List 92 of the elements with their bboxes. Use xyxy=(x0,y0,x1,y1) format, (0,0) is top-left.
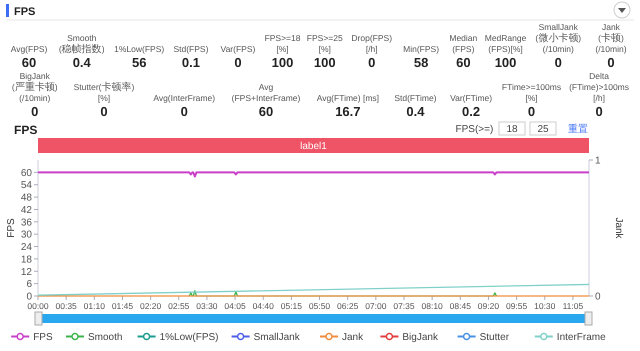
text: 重置 xyxy=(568,123,588,135)
legend-label: SmallJank xyxy=(254,332,301,343)
x-tick-label: 09:55 xyxy=(506,301,528,311)
legend-label: 1%Low(FPS) xyxy=(160,332,219,343)
legend-label: InterFrame xyxy=(556,332,606,343)
x-tick-label: 10:30 xyxy=(534,301,556,311)
category-label: SmallJank(微小卡顿) (/10min) xyxy=(535,22,582,54)
legend-label: Smooth xyxy=(88,332,122,343)
data-label: 16.7 xyxy=(335,104,361,119)
category-label: Median(FPS) xyxy=(449,33,478,54)
category-label: Smooth(稳帧指数) xyxy=(58,33,105,55)
y-tick-label: 0 xyxy=(26,292,32,302)
category-label: Delta(FTime)>100ms [/h] xyxy=(569,71,630,103)
category-label: FPS>=18 [%] xyxy=(264,33,301,54)
text: 18 xyxy=(506,124,518,135)
category-label: Avg(FTime) [ms] xyxy=(316,93,380,103)
category-label: Std(FTime) xyxy=(394,93,437,103)
text: FPS(>=) xyxy=(456,124,494,135)
category-label: MedRange(FPS)[%] xyxy=(484,33,527,54)
category-label: Var(FPS) xyxy=(220,44,256,54)
category-label: Std(FPS) xyxy=(173,44,209,54)
data-label: 0 xyxy=(554,55,562,70)
chart-title: FPS xyxy=(14,123,38,137)
category-label: Var(FTime) xyxy=(450,93,492,103)
y-tick-label: 18 xyxy=(20,254,32,266)
y-tick-label: 6 xyxy=(26,279,32,290)
y-tick-label: 60 xyxy=(20,168,32,179)
y2-tick-label: 1 xyxy=(595,156,601,166)
x-tick-label: 01:10 xyxy=(84,301,106,311)
x-tick-label: 03:30 xyxy=(196,301,218,311)
x-tick-label: 02:55 xyxy=(168,301,190,311)
y-tick-label: 48 xyxy=(20,192,32,204)
x-tick-label: 05:50 xyxy=(308,301,330,311)
legend-label: FPS xyxy=(33,332,53,343)
text: 25 xyxy=(537,124,549,135)
data-label: 100 xyxy=(272,55,294,70)
x-tick-label: 00:00 xyxy=(27,301,49,311)
data-label: 0 xyxy=(595,104,603,119)
data-label: 100 xyxy=(494,55,516,70)
data-label: 0.4 xyxy=(72,55,92,70)
x-tick-label: 08:10 xyxy=(422,301,444,311)
data-label: 58 xyxy=(414,55,428,70)
legend-label: BigJank xyxy=(402,332,439,343)
category-label: Avg(InterFrame) xyxy=(153,93,216,103)
data-label: 0 xyxy=(368,55,376,70)
category-label: Min(FPS) xyxy=(403,44,440,54)
text: FPS xyxy=(14,6,36,18)
legend-label: Jank xyxy=(342,332,364,343)
category-label: 1%Low(FPS) xyxy=(114,44,164,54)
y-tick-label: 24 xyxy=(20,242,32,254)
label-strip: label1 xyxy=(38,138,589,153)
y-tick-label: 36 xyxy=(20,217,32,228)
x-tick-label: 06:25 xyxy=(337,301,359,311)
x-tick-label: 07:00 xyxy=(365,301,387,311)
data-label: 0 xyxy=(607,55,615,70)
data-label: 56 xyxy=(132,55,146,70)
data-label: 100 xyxy=(314,55,336,70)
y-tick-label: 12 xyxy=(20,266,32,278)
data-label: 0 xyxy=(234,55,242,70)
x-tick-label: 00:35 xyxy=(56,301,78,311)
x-tick-label: 05:15 xyxy=(280,301,302,311)
x-tick-label: 04:05 xyxy=(224,301,246,311)
x-tick-label: 04:40 xyxy=(252,301,274,311)
category-label: Drop(FPS) [/h] xyxy=(351,33,392,54)
data-label: 0.4 xyxy=(406,104,426,119)
category-label: Jank(卡顿) (/10min) xyxy=(595,22,627,54)
category-label: Avg(FPS+InterFrame) xyxy=(232,82,301,103)
category-label: BigJank(严重卡顿) (/10min) xyxy=(12,71,58,103)
y-tick-label: 42 xyxy=(20,204,32,216)
data-label: 0 xyxy=(528,104,536,119)
category-label: Avg(FPS) xyxy=(10,44,48,54)
y-tick-label: 30 xyxy=(20,230,32,241)
y-tick-label: 54 xyxy=(20,180,32,192)
legend-label: Stutter xyxy=(480,332,510,343)
y-axis-title: FPS xyxy=(6,218,17,238)
data-label: 0 xyxy=(180,104,188,119)
y2-axis-title: Jank xyxy=(613,217,624,240)
x-tick-label: 02:20 xyxy=(140,301,162,311)
x-tick-label: 01:45 xyxy=(112,301,134,311)
data-label: 60 xyxy=(258,104,274,119)
x-tick-label: 08:45 xyxy=(450,301,472,311)
data-label: 0.1 xyxy=(182,55,200,70)
y2-tick-label: 0 xyxy=(595,292,601,302)
data-label: 60 xyxy=(456,55,471,70)
x-tick-label: 09:20 xyxy=(478,301,500,311)
data-label: 0.2 xyxy=(462,104,480,119)
category-label: FTime>=100ms [%] xyxy=(502,82,562,103)
category-label: FPS>=25 [%] xyxy=(306,33,343,54)
data-label: 0 xyxy=(100,104,108,119)
x-tick-label: 07:35 xyxy=(393,301,415,311)
category-label: Stutter(卡顿率) [%] xyxy=(74,82,134,103)
x-tick-label: 11:05 xyxy=(562,301,584,311)
